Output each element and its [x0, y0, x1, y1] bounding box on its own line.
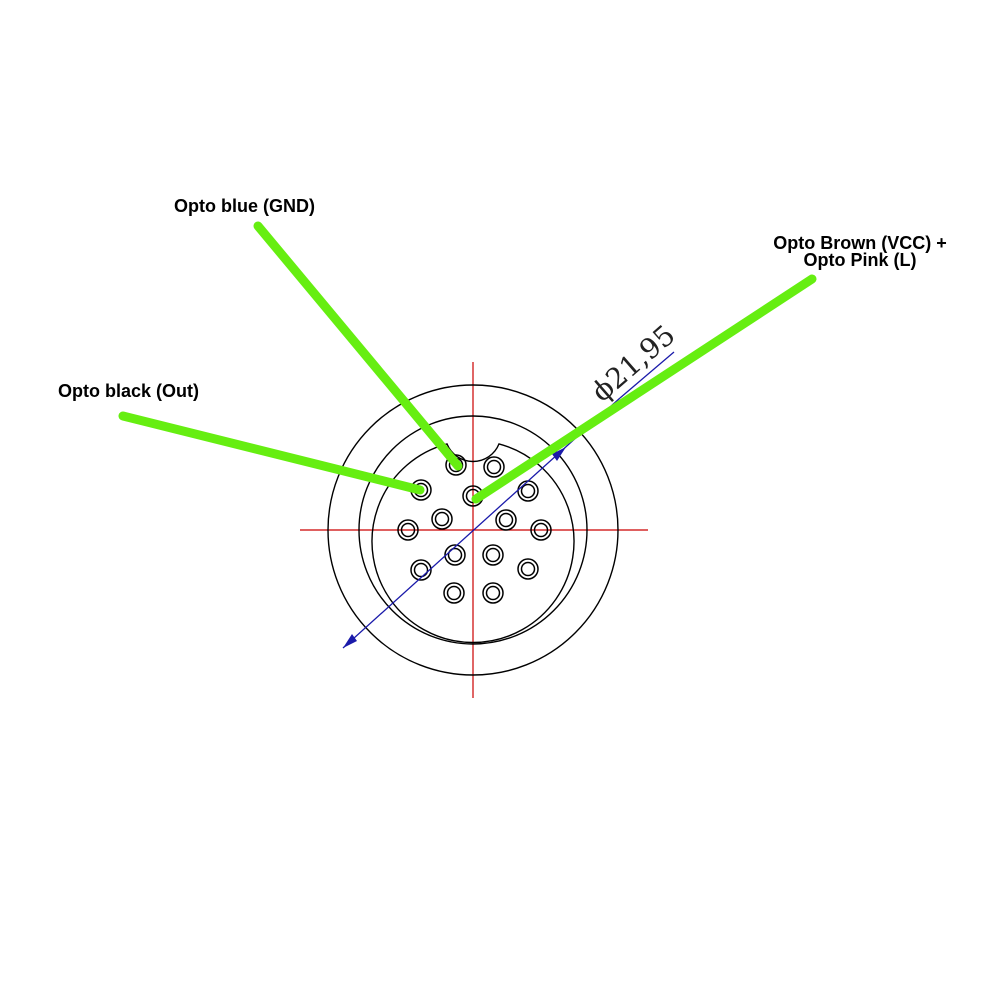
dimension-arrow-icon: [343, 634, 357, 648]
pin: [483, 456, 505, 478]
diameter-dimension-extension: [619, 351, 675, 399]
pin: [530, 519, 552, 541]
pin: [397, 519, 419, 541]
label-opto-brown-line: Opto Brown (VCC) +: [773, 233, 947, 253]
pin: [444, 544, 466, 566]
pin: [482, 582, 504, 604]
connector-middle-ring: [358, 415, 588, 645]
pin: [517, 558, 539, 580]
label-opto-black: Opto black (Out): [58, 381, 199, 401]
connector-inner-ring-with-key: [371, 443, 575, 644]
connector-outer-ring: [327, 384, 619, 676]
pin: [517, 480, 539, 502]
label-opto-pink-line: Opto Pink (L): [803, 250, 917, 270]
leader-line-opto-blue: [253, 221, 463, 471]
pin: [443, 582, 465, 604]
leader-line-opto-brown: [471, 274, 817, 504]
pin: [431, 508, 453, 530]
pin: [495, 509, 517, 531]
leader-line-opto-black: [118, 411, 425, 495]
dimension-arrow-icon: [552, 447, 566, 461]
leader-lines: [118, 221, 817, 504]
pin: [482, 544, 504, 566]
label-opto-brown-pink: Opto Brown (VCC) + Opto Pink (L): [740, 233, 980, 270]
pin: [410, 559, 432, 581]
label-opto-blue: Opto blue (GND): [174, 196, 315, 216]
